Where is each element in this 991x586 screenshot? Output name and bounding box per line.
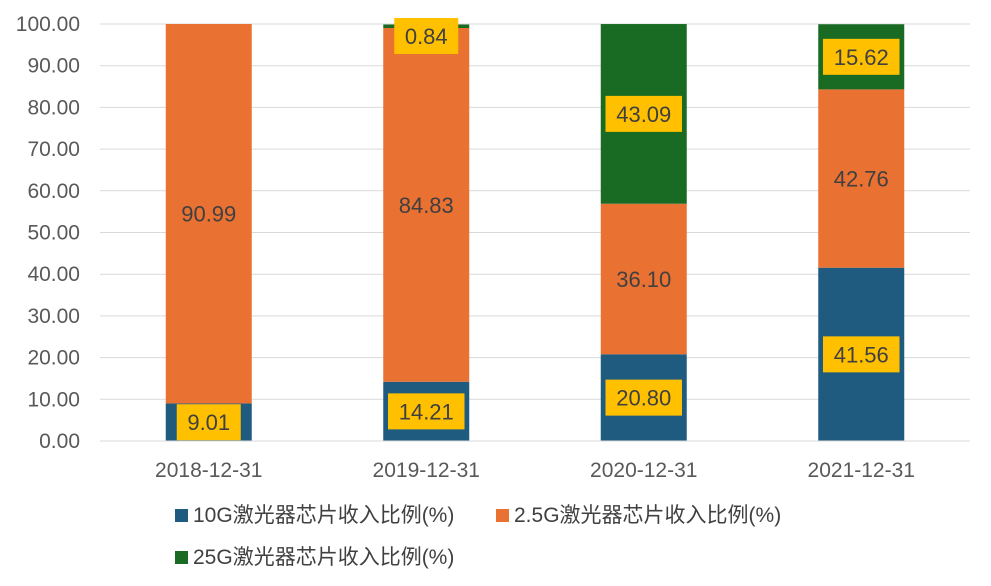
- data-label: 9.01: [187, 410, 230, 435]
- data-label-box: [605, 95, 682, 132]
- x-tick-label: 2020-12-31: [590, 459, 697, 482]
- data-label: 42.76: [834, 167, 889, 192]
- legend-label: 25G激光器芯片收入比例(%): [193, 546, 454, 569]
- y-tick-label: 0.00: [39, 430, 80, 453]
- legend-swatch: [496, 509, 509, 522]
- data-label-box: [176, 404, 241, 441]
- y-axis: 0.00 10.00 20.00 30.00 40.00 50.00 60.00 70.00 8…: [16, 13, 80, 453]
- x-tick-label: 2019-12-31: [373, 459, 480, 482]
- data-label-box: [823, 38, 900, 75]
- data-label: 14.21: [399, 399, 454, 424]
- legend-label: 10G激光器芯片收入比例(%): [193, 504, 454, 527]
- data-label-box: [605, 379, 682, 416]
- data-label-box: [394, 18, 459, 54]
- y-tick-label: 10.00: [27, 388, 80, 411]
- y-tick-label: 100.00: [16, 13, 80, 36]
- y-tick-label: 60.00: [27, 180, 80, 203]
- data-label: 84.83: [399, 193, 454, 218]
- data-label: 20.80: [616, 386, 671, 411]
- data-label: 15.62: [834, 45, 889, 70]
- data-label-box: [388, 393, 465, 430]
- bar-segment: [165, 24, 252, 404]
- x-tick-label: 2021-12-31: [808, 459, 915, 482]
- data-label-box: [823, 336, 900, 373]
- x-axis: 2018-12-31 2019-12-31 2020-12-31 2021-12-31: [100, 440, 970, 482]
- data-label: 43.09: [616, 102, 671, 127]
- data-label: 41.56: [834, 342, 889, 367]
- bar-segment: [600, 203, 687, 355]
- data-label: 0.84: [405, 24, 448, 49]
- legend-swatch: [175, 551, 188, 564]
- bar-segment: [818, 89, 905, 268]
- bar-segment: [383, 28, 470, 382]
- legend: 10G激光器芯片收入比例(%) 2.5G激光器芯片收入比例(%) 25G激光器芯片收…: [175, 504, 781, 569]
- data-label: 36.10: [616, 267, 671, 292]
- x-tick-label: 2018-12-31: [155, 459, 262, 482]
- y-tick-label: 80.00: [27, 96, 80, 119]
- y-tick-label: 70.00: [27, 138, 80, 161]
- y-tick-label: 50.00: [27, 222, 80, 245]
- y-tick-label: 40.00: [27, 263, 80, 286]
- y-tick-label: 90.00: [27, 55, 80, 78]
- data-labels: 9.01 90.99 14.21 84.83 0.84 20.80 36.10 43.09 41…: [176, 18, 900, 441]
- legend-swatch: [175, 509, 188, 522]
- y-tick-label: 20.00: [27, 347, 80, 370]
- data-label: 90.99: [181, 202, 236, 227]
- legend-label: 2.5G激光器芯片收入比例(%): [514, 504, 781, 527]
- y-tick-label: 30.00: [27, 305, 80, 328]
